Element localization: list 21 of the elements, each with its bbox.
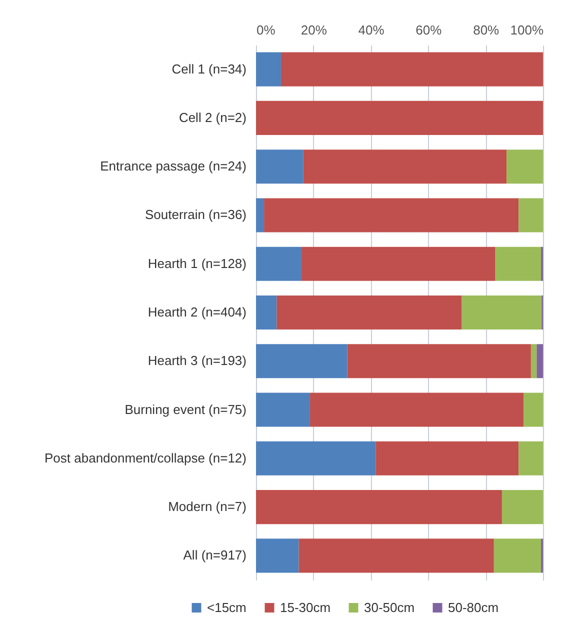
y-tick-label: Entrance passage (n=24): [100, 158, 246, 174]
x-tick-label: 80%: [473, 22, 500, 38]
y-tick-label: Modern (n=7): [168, 499, 246, 514]
legend-label: 15-30cm: [280, 600, 331, 615]
y-tick-label: Hearth 2 (n=404): [148, 304, 246, 320]
y-tick-label: Cell 1 (n=34): [172, 61, 246, 76]
y-tick-label: Post abandonment/collapse (n=12): [44, 450, 246, 466]
y-tick-label: Hearth 3 (n=193): [148, 353, 246, 368]
legend-label: 50-80cm: [448, 600, 499, 615]
legend-label: 30-50cm: [364, 600, 415, 615]
x-tick-label: 0%: [256, 22, 276, 38]
x-tick-label: 60%: [416, 22, 442, 38]
y-tick-label: Burning event (n=75): [124, 402, 246, 417]
y-tick-label: All (n=917): [183, 548, 246, 563]
x-tick-label: 40%: [358, 22, 385, 38]
y-tick-label: Hearth 1 (n=128): [148, 256, 246, 271]
x-tick-label: 20%: [300, 22, 328, 38]
legend-label: <15cm: [207, 600, 246, 615]
y-tick-label: Souterrain (n=36): [144, 207, 246, 222]
y-tick-label: Cell 2 (n=2): [178, 110, 246, 125]
x-tick-label: 100%: [510, 22, 544, 38]
